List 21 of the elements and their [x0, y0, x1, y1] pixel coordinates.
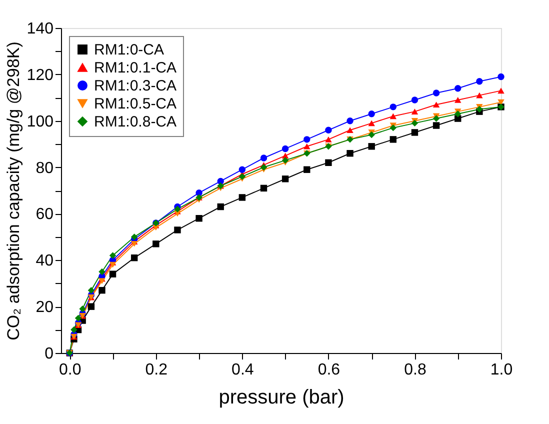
- y-axis-title: CO₂ adsorption capacity (mg/g @298K): [4, 42, 23, 340]
- y-tick-label: 140: [26, 20, 54, 38]
- y-tick-label: 20: [36, 299, 54, 316]
- x-tick-label: 0.6: [318, 362, 340, 378]
- legend-label: RM1:0-CA: [94, 42, 164, 58]
- legend-label: RM1:0.3-CA: [94, 78, 177, 94]
- legend-label: RM1:0.8-CA: [94, 114, 177, 130]
- y-tick-label: 60: [36, 206, 54, 224]
- x-tick-label: 0.2: [145, 362, 168, 378]
- y-tick-label: 0: [44, 346, 54, 362]
- y-tick-label: 100: [26, 113, 54, 130]
- y-tick-label: 80: [36, 160, 54, 177]
- x-axis-title: pressure (bar): [218, 386, 344, 408]
- legend-label: RM1:0.1-CA: [94, 60, 177, 76]
- legend-label: RM1:0.5-CA: [94, 96, 177, 112]
- x-tick-label: 1.0: [490, 362, 513, 378]
- x-tick-label: 0.0: [59, 362, 82, 378]
- x-tick-label: 0.4: [232, 362, 254, 378]
- y-tick-label: 40: [36, 252, 54, 270]
- y-tick-label: 120: [26, 66, 54, 84]
- x-tick-label: 0.8: [404, 362, 426, 378]
